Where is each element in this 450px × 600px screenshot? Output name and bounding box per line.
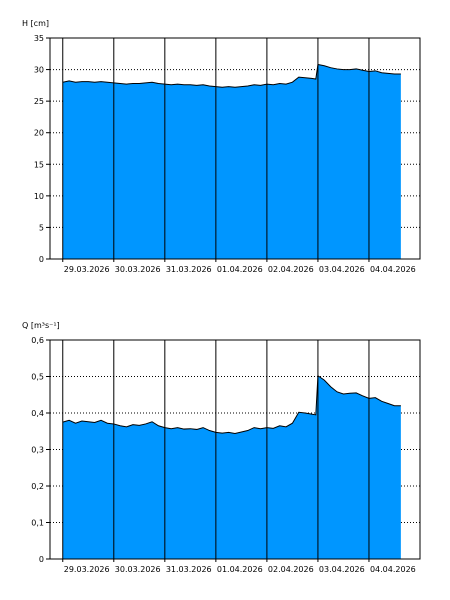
- x-tick-label: 29.03.2026: [64, 565, 110, 574]
- plot-frame-h: [49, 37, 421, 260]
- series-line-h: [62, 63, 401, 88]
- day-lines-h: [62, 38, 370, 259]
- y-axis-label-q: Q [m³s⁻¹]: [22, 321, 60, 330]
- y-tick-label: 20: [34, 129, 44, 138]
- y-tick-label: 5: [39, 223, 44, 232]
- y-ticks-h: 0 5 10 15 20 25 30 35: [34, 34, 50, 264]
- y-tick-label: 25: [34, 97, 44, 106]
- y-tick-label: 0,1: [31, 519, 44, 528]
- x-tick-label: 03.04.2026: [319, 565, 365, 574]
- x-tick-label: 04.04.2026: [370, 265, 416, 274]
- y-tick-label: 30: [34, 66, 44, 75]
- chart-q: 0 0,1 0,2 0,3 0,4 0,5 0,6 29.03.2026 30.03.2026…: [22, 321, 421, 574]
- y-tick-label: 35: [34, 34, 44, 43]
- y-ticks-q: 0 0,1 0,2 0,3 0,4 0,5 0,6: [31, 336, 50, 564]
- y-tick-label: 0,6: [31, 336, 44, 345]
- area-fill-h: [62, 64, 401, 260]
- x-tick-label: 03.04.2026: [319, 265, 365, 274]
- y-tick-label: 0,3: [31, 446, 44, 455]
- x-tick-label: 30.03.2026: [115, 565, 161, 574]
- y-tick-label: 0,2: [31, 482, 44, 491]
- day-lines-q: [62, 340, 370, 559]
- x-tick-label: 04.04.2026: [370, 565, 416, 574]
- y-tick-label: 0: [39, 255, 44, 264]
- chart-h: 0 5 10 15 20 25 30 35 29.03.2026 30.03.2026 31.03…: [22, 19, 421, 274]
- x-tick-label: 29.03.2026: [64, 265, 110, 274]
- y-tick-label: 15: [34, 160, 44, 169]
- x-tick-label: 31.03.2026: [166, 265, 212, 274]
- y-tick-label: 0,4: [31, 409, 44, 418]
- x-tick-label: 30.03.2026: [115, 265, 161, 274]
- x-ticks-q: 29.03.2026 30.03.2026 31.03.2026 01.04.2026…: [62, 559, 416, 574]
- x-ticks-h: 29.03.2026 30.03.2026 31.03.2026 01.04.2026…: [62, 259, 416, 274]
- x-tick-label: 01.04.2026: [217, 565, 263, 574]
- series-line-q: [62, 374, 401, 434]
- y-tick-label: 0: [39, 555, 44, 564]
- y-axis-label-h: H [cm]: [22, 19, 49, 28]
- x-tick-label: 31.03.2026: [166, 565, 212, 574]
- x-tick-label: 01.04.2026: [217, 265, 263, 274]
- y-tick-label: 10: [34, 192, 44, 201]
- y-tick-label: 0,5: [31, 373, 44, 382]
- area-fill-q: [62, 375, 401, 559]
- x-tick-label: 02.04.2026: [268, 265, 314, 274]
- x-tick-label: 02.04.2026: [268, 565, 314, 574]
